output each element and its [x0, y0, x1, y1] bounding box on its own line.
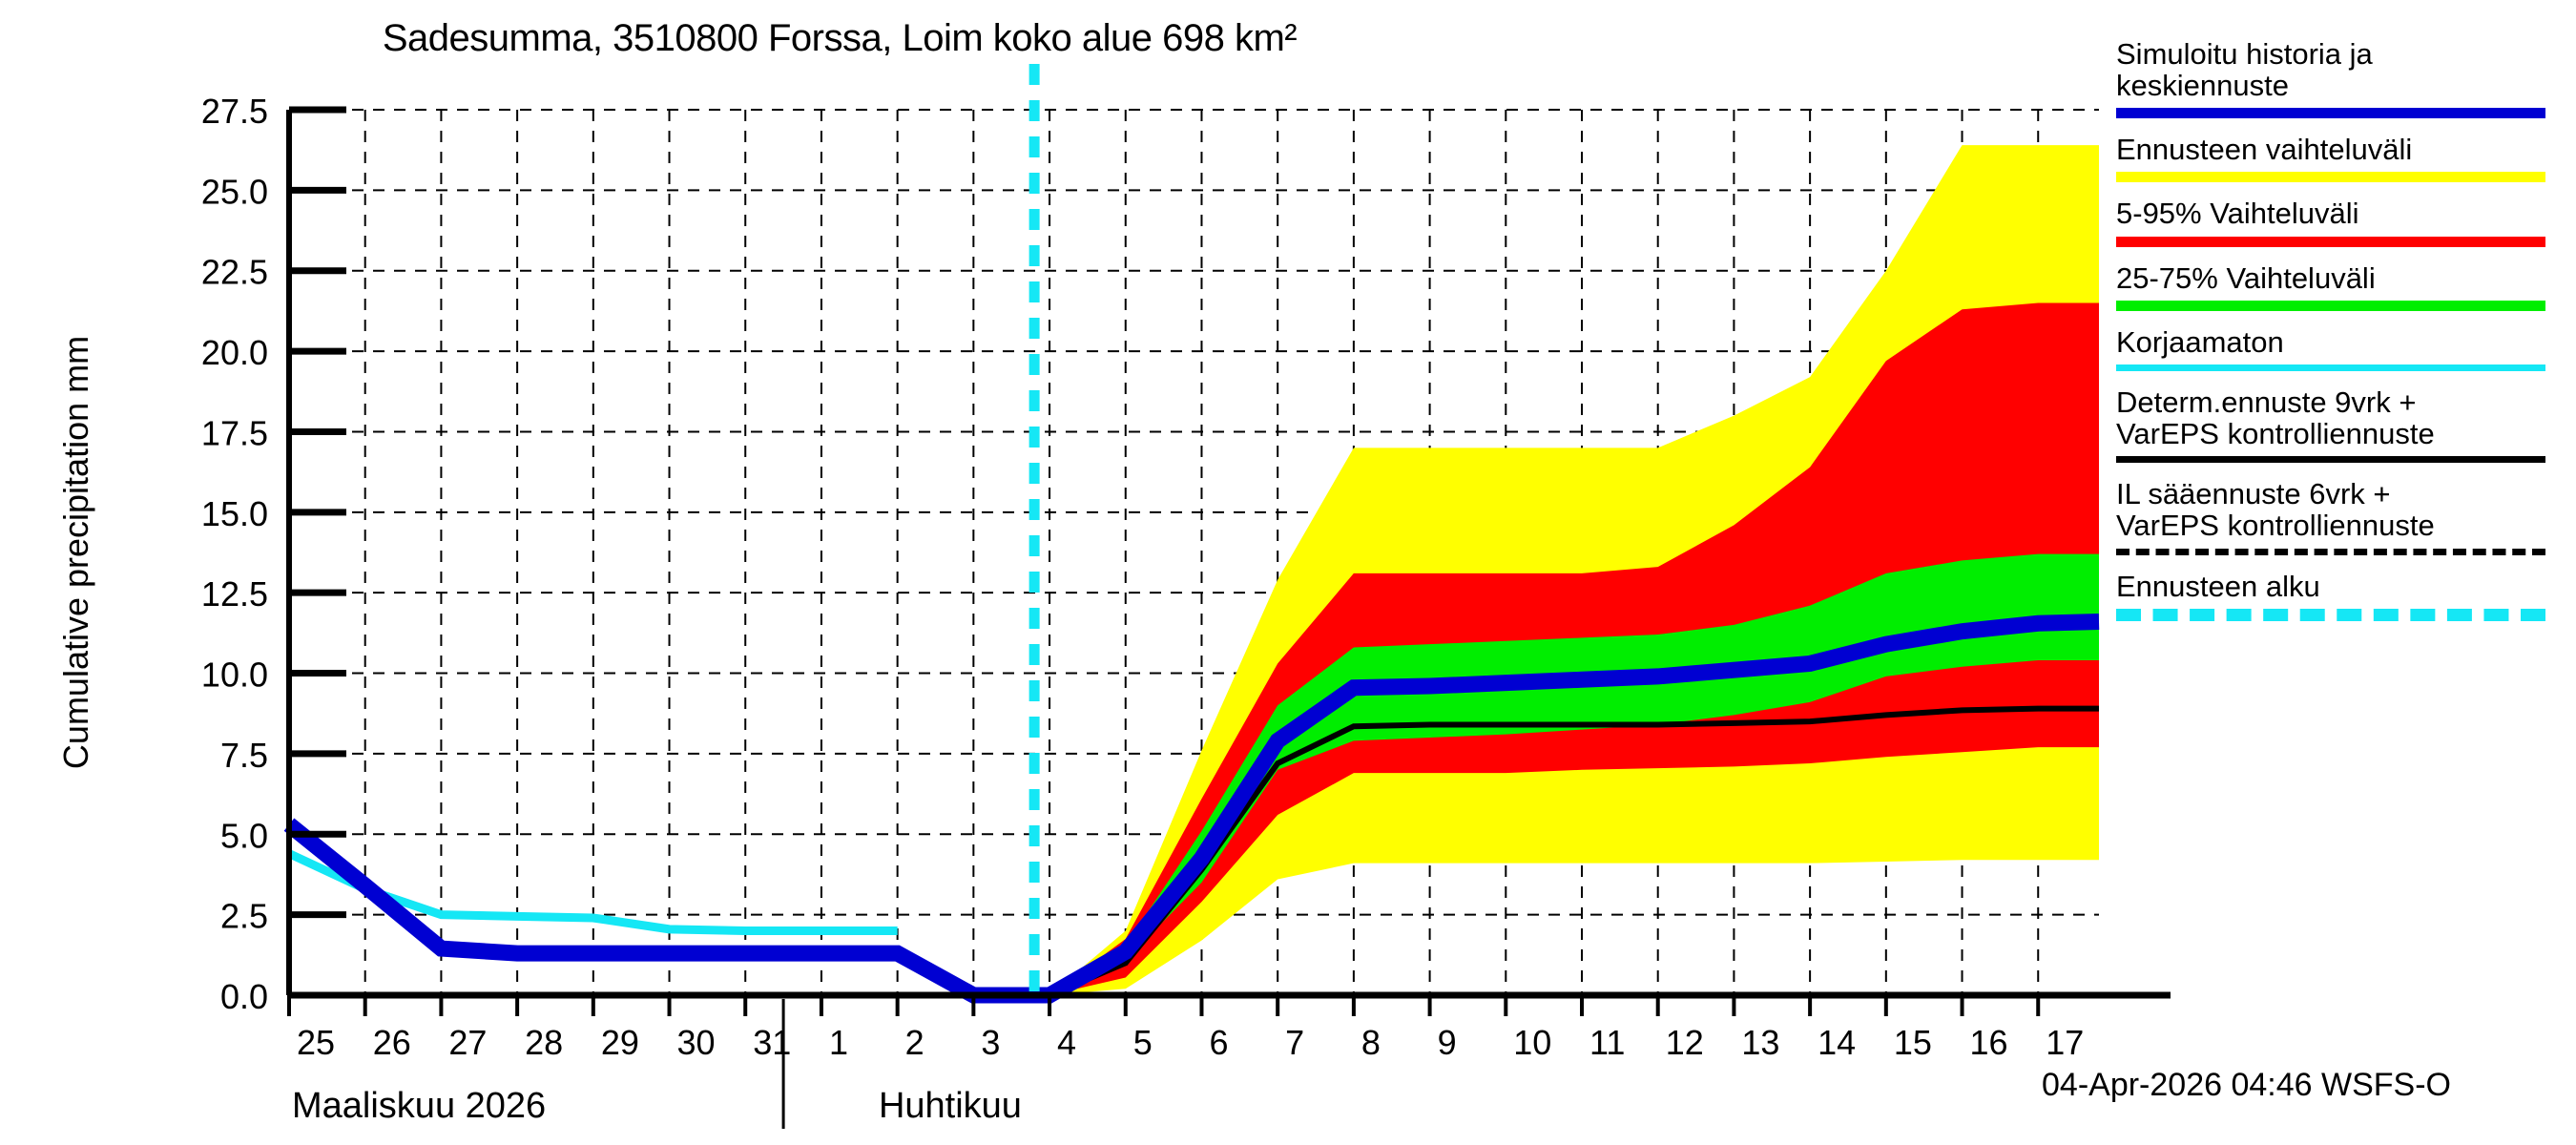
- y-tick-label: 12.5: [201, 574, 268, 614]
- legend-swatch-determ-forecast: [2116, 456, 2545, 464]
- month-label-fi-march: Maaliskuu 2026: [292, 1086, 546, 1126]
- legend-label-uncorrected: Korjaamaton: [2116, 324, 2284, 359]
- y-tick-label: 15.0: [201, 494, 268, 533]
- x-tick-label: 14: [1818, 1023, 1856, 1062]
- legend-label-il-forecast-line2: VarEPS kontrolliennuste: [2116, 509, 2435, 543]
- x-tick-label: 31: [753, 1023, 791, 1062]
- legend-label-determ-forecast-line1: Determ.ennuste 9vrk +: [2116, 385, 2417, 419]
- y-tick-label: 7.5: [220, 736, 268, 775]
- month-label-en-april: April: [879, 1143, 951, 1145]
- x-tick-label: 17: [2046, 1023, 2084, 1062]
- x-tick-label: 13: [1741, 1023, 1779, 1062]
- y-tick-label: 25.0: [201, 172, 268, 211]
- x-tick-label: 4: [1057, 1023, 1076, 1062]
- legend-item-5-95-range: 5-95% Vaihteluväli: [2116, 197, 2565, 247]
- y-tick-label: 2.5: [220, 897, 268, 936]
- x-tick-label: 28: [525, 1023, 563, 1062]
- legend-swatch-5-95-range: [2116, 236, 2545, 247]
- x-tick-label: 16: [1970, 1023, 2008, 1062]
- chart-legend: Simuloitu historia ja keskiennuste Ennus…: [2116, 38, 2565, 636]
- x-tick-label: 10: [1513, 1023, 1551, 1062]
- y-tick-label: 22.5: [201, 253, 268, 292]
- x-tick-label: 25: [297, 1023, 335, 1062]
- legend-swatch-il-forecast: [2116, 548, 2545, 555]
- x-tick-label: 8: [1361, 1023, 1381, 1062]
- y-tick-label: 0.0: [220, 977, 268, 1016]
- legend-item-forecast-start: Ennusteen alku: [2116, 569, 2565, 621]
- x-tick-label: 26: [373, 1023, 411, 1062]
- legend-label-forecast-start: Ennusteen alku: [2116, 569, 2320, 603]
- legend-item-uncorrected: Korjaamaton: [2116, 326, 2565, 371]
- x-tick-label: 29: [601, 1023, 639, 1062]
- x-tick-label: 7: [1285, 1023, 1304, 1062]
- y-axis-title: Cumulative precipitation mm: [56, 336, 95, 769]
- legend-label-mean-forecast-line2: keskiennuste: [2116, 69, 2289, 103]
- x-tick-label: 12: [1666, 1023, 1704, 1062]
- x-tick-label: 9: [1438, 1023, 1457, 1062]
- footer-timestamp: 04-Apr-2026 04:46 WSFS-O: [2042, 1067, 2451, 1103]
- x-tick-label: 27: [448, 1023, 487, 1062]
- legend-swatch-forecast-start: [2116, 608, 2545, 621]
- page-title: Sadesumma, 3510800 Forssa, Loim koko alu…: [382, 17, 1298, 59]
- line-mean-forecast: [283, 614, 2100, 1004]
- legend-label-mean-forecast-line1: Simuloitu historia ja: [2116, 37, 2373, 71]
- legend-label-il-forecast-line1: IL sääennuste 6vrk +: [2116, 477, 2391, 511]
- month-label-fi-april: Huhtikuu: [879, 1086, 1022, 1126]
- x-tick-label: 6: [1209, 1023, 1228, 1062]
- x-tick-label: 15: [1894, 1023, 1932, 1062]
- legend-swatch-25-75-range: [2116, 300, 2545, 311]
- legend-swatch-uncorrected: [2116, 364, 2545, 371]
- legend-item-mean-forecast: Simuloitu historia ja keskiennuste: [2116, 37, 2565, 119]
- y-tick-label: 27.5: [201, 92, 268, 131]
- legend-label-25-75-range: 25-75% Vaihteluväli: [2116, 260, 2376, 295]
- y-tick-label: 20.0: [201, 333, 268, 372]
- legend-label-5-95-range: 5-95% Vaihteluväli: [2116, 197, 2359, 231]
- x-tick-label: 30: [677, 1023, 716, 1062]
- legend-label-determ-forecast-line2: VarEPS kontrolliennuste: [2116, 417, 2435, 451]
- x-tick-label: 3: [981, 1023, 1000, 1062]
- y-tick-label: 5.0: [220, 816, 268, 855]
- legend-item-25-75-range: 25-75% Vaihteluväli: [2116, 260, 2565, 311]
- x-tick-label: 5: [1133, 1023, 1153, 1062]
- month-label-en-march: March: [292, 1143, 393, 1145]
- legend-label-forecast-range: Ennusteen vaihteluväli: [2116, 133, 2413, 167]
- legend-swatch-forecast-range: [2116, 172, 2545, 183]
- x-tick-label: 11: [1589, 1023, 1625, 1062]
- y-tick-label: 17.5: [201, 413, 268, 452]
- legend-item-il-forecast: IL sääennuste 6vrk + VarEPS kontrollienn…: [2116, 477, 2565, 555]
- legend-item-forecast-range: Ennusteen vaihteluväli: [2116, 133, 2565, 183]
- legend-swatch-mean-forecast: [2116, 108, 2545, 119]
- x-tick-label: 1: [829, 1023, 848, 1062]
- y-tick-label: 10.0: [201, 656, 268, 695]
- x-tick-label: 2: [905, 1023, 924, 1062]
- legend-item-determ-forecast: Determ.ennuste 9vrk + VarEPS kontrollien…: [2116, 385, 2565, 464]
